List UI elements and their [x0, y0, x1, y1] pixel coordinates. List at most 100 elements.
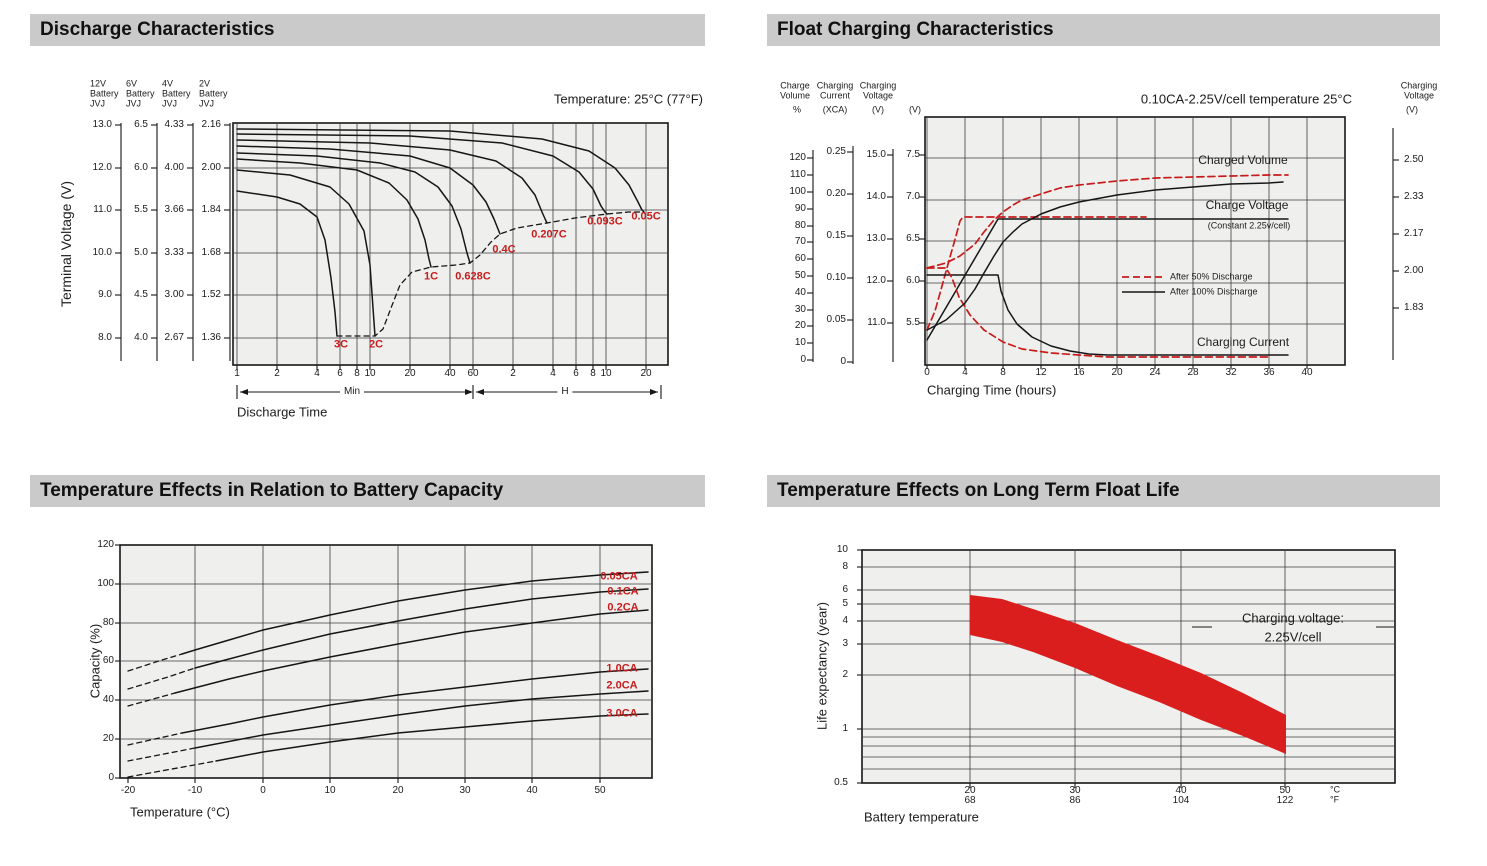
chart-text: 6.5 — [134, 119, 148, 130]
curve-label: 0.05C — [631, 210, 661, 223]
chart-curve — [181, 668, 649, 734]
chart-text: 9.0 — [98, 289, 112, 300]
chart-curve — [127, 667, 196, 690]
chart-text: 4 — [550, 368, 556, 379]
curve-label: 3C — [333, 338, 349, 351]
chart-text: JVJ — [199, 98, 215, 109]
chart-text: 50 — [794, 270, 806, 281]
chart-text: 60 — [102, 655, 114, 666]
chart-text: 0 — [840, 356, 846, 367]
chart-text: (XCA) — [822, 104, 848, 115]
chart-text: 3.00 — [164, 289, 184, 300]
chart-curve — [926, 216, 1147, 331]
section-header-temperature-capacity: Temperature Effects in Relation to Batte… — [30, 475, 705, 507]
chart-text: 80 — [794, 220, 806, 231]
chart-text: 110 — [790, 169, 806, 180]
chart-curve — [236, 190, 338, 337]
chart-text: Voltage — [862, 90, 894, 101]
chart-text: 10 — [794, 337, 806, 348]
chart-text: 0 — [260, 785, 266, 796]
chart-text: 4.0 — [134, 332, 148, 343]
axis-title: Terminal Voltage (V) — [58, 180, 74, 308]
chart-text: 40 — [444, 368, 456, 379]
chart-text: After 50% Discharge — [1170, 271, 1253, 282]
chart-text: 80 — [102, 617, 114, 628]
chart-text: °F — [1330, 794, 1340, 805]
chart-text: 12.0 — [92, 162, 112, 173]
chart-text: 40 — [102, 694, 114, 705]
chart-curve — [127, 732, 183, 746]
chart-text: 7.0 — [906, 191, 920, 202]
curve-label: 0.2CA — [607, 601, 639, 614]
chart-text: 20 — [404, 368, 416, 379]
chart-text: 14.0 — [866, 191, 886, 202]
chart-text: 0.10CA-2.25V/cell temperature 25°C — [1140, 91, 1352, 107]
chart-text: -10 — [187, 785, 203, 796]
chart-text: Battery temperature — [864, 809, 979, 825]
section-header-discharge-characteristics: Discharge Characteristics — [30, 14, 705, 46]
chart-text: 2.25V/cell — [1264, 629, 1322, 645]
chart-text: 30 — [459, 785, 471, 796]
chart-curve — [236, 158, 432, 268]
chart-text: Voltage — [1403, 90, 1435, 101]
chart-text: JVJ — [126, 98, 142, 109]
chart-text: 11.0 — [867, 317, 886, 328]
chart-text: 3.33 — [164, 247, 184, 258]
chart-text: Min — [339, 387, 365, 397]
chart-text: 12V — [90, 78, 107, 89]
curve-label: 3.0CA — [606, 707, 638, 720]
chart-text: 2.50 — [1404, 154, 1424, 165]
curve-label: 1.0CA — [606, 662, 638, 675]
chart-curve — [215, 713, 649, 762]
chart-text: 0.25 — [826, 146, 846, 157]
section-header-float-life: Temperature Effects on Long Term Float L… — [767, 475, 1440, 507]
chart-text: 6.5 — [906, 233, 920, 244]
chart-text: 0.05 — [826, 314, 846, 325]
chart-text: 10 — [600, 368, 612, 379]
chart-curve — [926, 181, 1284, 331]
chart-shape — [476, 389, 484, 395]
chart-text: 20 — [964, 785, 976, 796]
chart-text: 1 — [842, 723, 848, 734]
chart-text: 15.0 — [866, 149, 886, 160]
chart-text: 120 — [97, 539, 114, 550]
curve-label: 0.628C — [455, 270, 491, 283]
chart-curve — [926, 174, 1289, 269]
section-header-float-charging: Float Charging Characteristics — [767, 14, 1440, 46]
chart-text: 6 — [842, 584, 848, 595]
chart-curve — [127, 747, 196, 762]
chart-text: 4 — [842, 615, 848, 626]
chart-text: 6 — [573, 368, 579, 379]
chart-text: 1.83 — [1404, 302, 1424, 313]
curve-label: 0.05CA — [600, 570, 638, 583]
chart-text: 1.84 — [201, 204, 221, 215]
curve-label: 0.093C — [587, 215, 623, 228]
section-title: Discharge Characteristics — [40, 19, 275, 40]
chart-text: 20 — [392, 785, 404, 796]
chart-text: After 100% Discharge — [1170, 286, 1258, 297]
chart-text: 100 — [97, 578, 114, 589]
chart-text: 70 — [794, 236, 806, 247]
chart-text: 60 — [794, 253, 806, 264]
plot-area — [119, 544, 653, 779]
chart-text: 122 — [1276, 795, 1294, 806]
chart-text: 0.10 — [826, 272, 846, 283]
chart-text: 20 — [1111, 367, 1123, 378]
chart-text: 3.66 — [164, 204, 184, 215]
section-title: Temperature Effects in Relation to Batte… — [40, 480, 504, 501]
chart-text: Battery — [199, 88, 228, 99]
chart-curve — [127, 760, 217, 778]
chart-text: 24 — [1149, 367, 1161, 378]
chart-curve — [236, 152, 471, 264]
chart-text: 10 — [324, 785, 336, 796]
chart-text: 10.0 — [92, 247, 112, 258]
chart-text: 50 — [1279, 785, 1291, 796]
chart-text: 4.00 — [164, 162, 184, 173]
chart-text: Charging — [859, 80, 897, 91]
chart-text: Temperature (°C) — [130, 804, 230, 820]
chart-text: 32 — [1225, 367, 1237, 378]
chart-text: 40 — [1175, 785, 1187, 796]
chart-text: -20 — [120, 785, 136, 796]
chart-text: (V) — [872, 104, 884, 115]
